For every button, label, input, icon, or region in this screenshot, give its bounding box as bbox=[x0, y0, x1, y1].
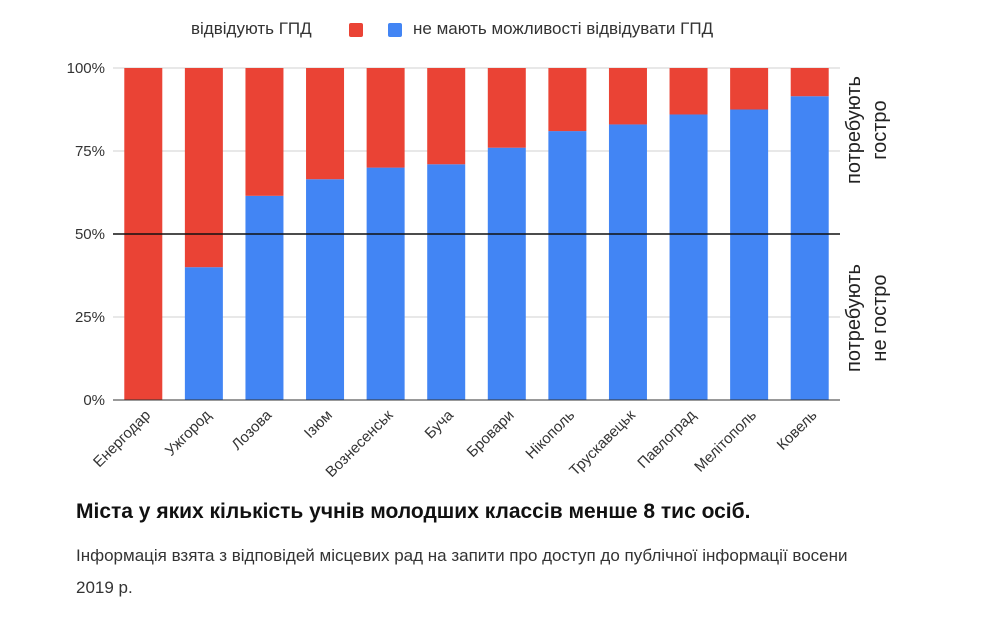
bar-segment-attend bbox=[730, 68, 769, 110]
bar-segment-no-access bbox=[669, 114, 708, 400]
chart-caption-title: Міста у яких кількість учнів молодших кл… bbox=[76, 500, 751, 523]
bar-segment-no-access bbox=[245, 195, 284, 400]
x-category-label: Енергодар bbox=[90, 407, 154, 471]
legend-swatch-attend bbox=[349, 23, 363, 37]
y-tick-label: 25% bbox=[75, 309, 105, 326]
bar-segment-no-access bbox=[730, 109, 769, 400]
chart-caption-note: Інформація взята з відповідей місцевих р… bbox=[76, 546, 848, 597]
x-category-label: Буча bbox=[422, 406, 458, 442]
bar-segment-no-access bbox=[790, 96, 829, 400]
stacked-bar-chart: 0% 25% 50% 75% 100% Енергодар Ужгород Лозова Ізю… bbox=[67, 19, 891, 481]
bar-segment-attend bbox=[184, 68, 223, 268]
bar-segment-attend bbox=[548, 68, 587, 132]
bar-segment-no-access bbox=[608, 124, 647, 400]
side-label-upper: гостро bbox=[869, 100, 891, 159]
bar-segment-no-access bbox=[184, 267, 223, 400]
x-category-label: Лозова bbox=[228, 406, 275, 453]
bar-segment-no-access bbox=[366, 167, 405, 400]
bar-segment-no-access bbox=[548, 131, 587, 400]
bar-segment-attend bbox=[366, 68, 405, 168]
bar-segment-attend bbox=[608, 68, 647, 125]
x-category-label: Нікополь bbox=[522, 407, 578, 463]
x-category-label: Трускавецьк bbox=[566, 406, 639, 479]
bar-segment-attend bbox=[669, 68, 708, 115]
y-tick-label: 50% bbox=[75, 226, 105, 243]
bar-segment-attend bbox=[245, 68, 284, 196]
bar-segment-attend bbox=[306, 68, 345, 180]
x-category-label: Ковель bbox=[774, 407, 821, 454]
x-category-label: Бровари bbox=[464, 407, 518, 461]
x-category-label: Павлоград bbox=[634, 407, 699, 472]
legend-swatch-no-access bbox=[388, 23, 402, 37]
bar-segment-attend bbox=[487, 68, 526, 148]
x-category-label: Ізюм bbox=[301, 407, 336, 442]
bar-segment-attend bbox=[427, 68, 466, 165]
x-category-label: Мелітополь bbox=[691, 407, 760, 476]
bar-segment-no-access bbox=[487, 147, 526, 400]
side-label-upper: потребують bbox=[843, 76, 865, 184]
y-tick-label: 0% bbox=[83, 392, 105, 409]
side-label-lower: потребують bbox=[843, 264, 865, 372]
legend-label-attend: відвідують ГПД bbox=[191, 19, 312, 38]
y-tick-label: 100% bbox=[67, 60, 105, 77]
x-category-label: Ужгород bbox=[162, 407, 215, 460]
bar-segment-no-access bbox=[427, 164, 466, 400]
legend-label-no-access: не мають можливості відвідувати ГПД bbox=[413, 19, 714, 38]
side-label-lower: не гостро bbox=[869, 274, 891, 361]
bar-segment-attend bbox=[790, 68, 829, 97]
bar-segment-no-access bbox=[306, 179, 345, 400]
y-tick-label: 75% bbox=[75, 143, 105, 160]
